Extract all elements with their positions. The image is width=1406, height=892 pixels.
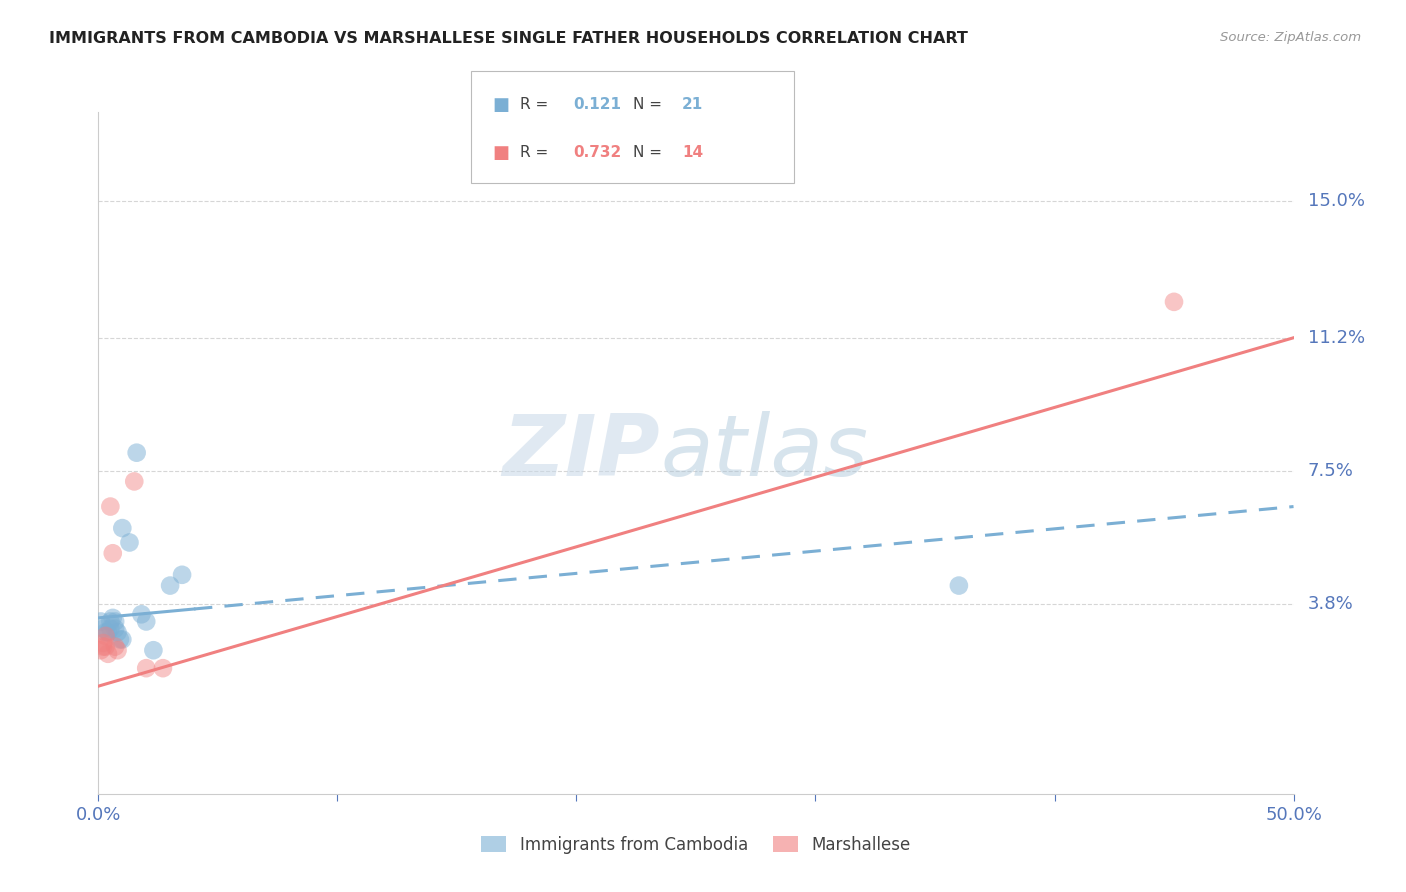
Point	[91, 636, 114, 650]
Point	[104, 615, 127, 629]
Point	[131, 607, 153, 622]
Point	[98, 500, 122, 514]
Text: ZIP: ZIP	[502, 411, 661, 494]
Point	[97, 625, 120, 640]
Text: 7.5%: 7.5%	[1308, 462, 1354, 480]
Point	[125, 445, 148, 460]
Text: 21: 21	[682, 97, 703, 112]
Y-axis label: Single Father Households: Single Father Households	[0, 348, 8, 558]
Point	[94, 640, 117, 654]
Point	[948, 578, 970, 592]
Point	[91, 640, 114, 654]
Point	[90, 643, 112, 657]
Point	[90, 615, 112, 629]
Point	[1163, 294, 1185, 309]
Point	[135, 615, 157, 629]
Text: 15.0%: 15.0%	[1308, 193, 1365, 211]
Point	[142, 643, 165, 657]
Point	[152, 661, 174, 675]
Text: 3.8%: 3.8%	[1308, 595, 1354, 613]
Point	[107, 643, 129, 657]
Point	[108, 632, 131, 647]
Point	[111, 521, 134, 535]
Legend: Immigrants from Cambodia, Marshallese: Immigrants from Cambodia, Marshallese	[475, 830, 917, 861]
Point	[94, 625, 117, 640]
Point	[159, 578, 181, 592]
Point	[91, 622, 114, 636]
Text: ■: ■	[492, 95, 509, 113]
Point	[135, 661, 157, 675]
Point	[98, 622, 122, 636]
Point	[118, 535, 141, 549]
Text: ■: ■	[492, 144, 509, 161]
Point	[98, 615, 122, 629]
Text: atlas: atlas	[661, 411, 868, 494]
Point	[111, 632, 134, 647]
Point	[124, 475, 146, 489]
Point	[101, 611, 124, 625]
Text: 11.2%: 11.2%	[1308, 329, 1365, 347]
Text: R =: R =	[520, 145, 554, 161]
Text: IMMIGRANTS FROM CAMBODIA VS MARSHALLESE SINGLE FATHER HOUSEHOLDS CORRELATION CHA: IMMIGRANTS FROM CAMBODIA VS MARSHALLESE …	[49, 31, 969, 46]
Point	[94, 629, 117, 643]
Text: N =: N =	[633, 145, 666, 161]
Point	[107, 625, 129, 640]
Text: 14: 14	[682, 145, 703, 161]
Text: R =: R =	[520, 97, 554, 112]
Point	[172, 567, 194, 582]
Point	[104, 640, 127, 654]
Text: 0.732: 0.732	[574, 145, 621, 161]
Point	[104, 622, 127, 636]
Point	[101, 546, 124, 560]
Text: Source: ZipAtlas.com: Source: ZipAtlas.com	[1220, 31, 1361, 45]
Point	[97, 647, 120, 661]
Text: N =: N =	[633, 97, 666, 112]
Text: 0.121: 0.121	[574, 97, 621, 112]
